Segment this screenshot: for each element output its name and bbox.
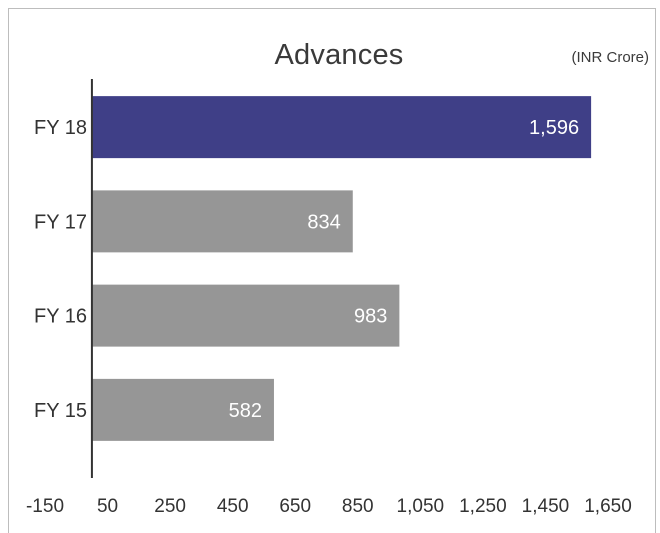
x-tick-label: 1,650 xyxy=(584,496,632,517)
bar-fy-15 xyxy=(91,378,274,441)
x-tick-label: 1,450 xyxy=(522,496,570,517)
chart-unit-label: (INR Crore) xyxy=(571,49,650,66)
x-tick-label: 1,250 xyxy=(459,496,507,517)
chart-title: Advances xyxy=(274,39,404,71)
x-tick-label: 850 xyxy=(342,496,374,517)
data-label: 834 xyxy=(307,211,340,233)
category-label: FY 18 xyxy=(34,117,87,139)
x-tick-label: 650 xyxy=(279,496,311,517)
bar-fy-18 xyxy=(91,96,592,159)
category-label: FY 17 xyxy=(34,211,87,233)
x-tick-label: 1,050 xyxy=(397,496,445,517)
x-tick-label: 50 xyxy=(97,496,118,517)
x-tick-label: 250 xyxy=(154,496,186,517)
category-label: FY 16 xyxy=(34,306,87,328)
data-label: 983 xyxy=(354,306,387,328)
bar-fy-17 xyxy=(91,190,353,253)
x-tick-label: 450 xyxy=(217,496,249,517)
x-tick-label: -150 xyxy=(26,496,64,517)
category-label: FY 15 xyxy=(34,400,87,422)
data-label: 582 xyxy=(229,400,262,422)
bar-fy-16 xyxy=(91,284,400,347)
chart-frame: Advances (INR Crore) xyxy=(8,8,656,533)
data-label: 1,596 xyxy=(529,117,579,139)
